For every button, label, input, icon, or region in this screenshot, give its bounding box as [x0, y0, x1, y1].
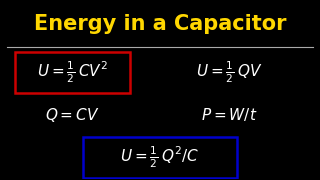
Text: $U = \frac{1}{2}\,Q^2/C$: $U = \frac{1}{2}\,Q^2/C$	[120, 145, 200, 170]
Text: $Q = CV$: $Q = CV$	[45, 106, 100, 124]
Text: $U = \frac{1}{2}\,CV^2$: $U = \frac{1}{2}\,CV^2$	[37, 60, 108, 85]
Text: $P = W/t$: $P = W/t$	[201, 106, 257, 123]
Text: $U = \frac{1}{2}\,QV$: $U = \frac{1}{2}\,QV$	[196, 60, 262, 85]
Text: Energy in a Capacitor: Energy in a Capacitor	[34, 14, 286, 34]
